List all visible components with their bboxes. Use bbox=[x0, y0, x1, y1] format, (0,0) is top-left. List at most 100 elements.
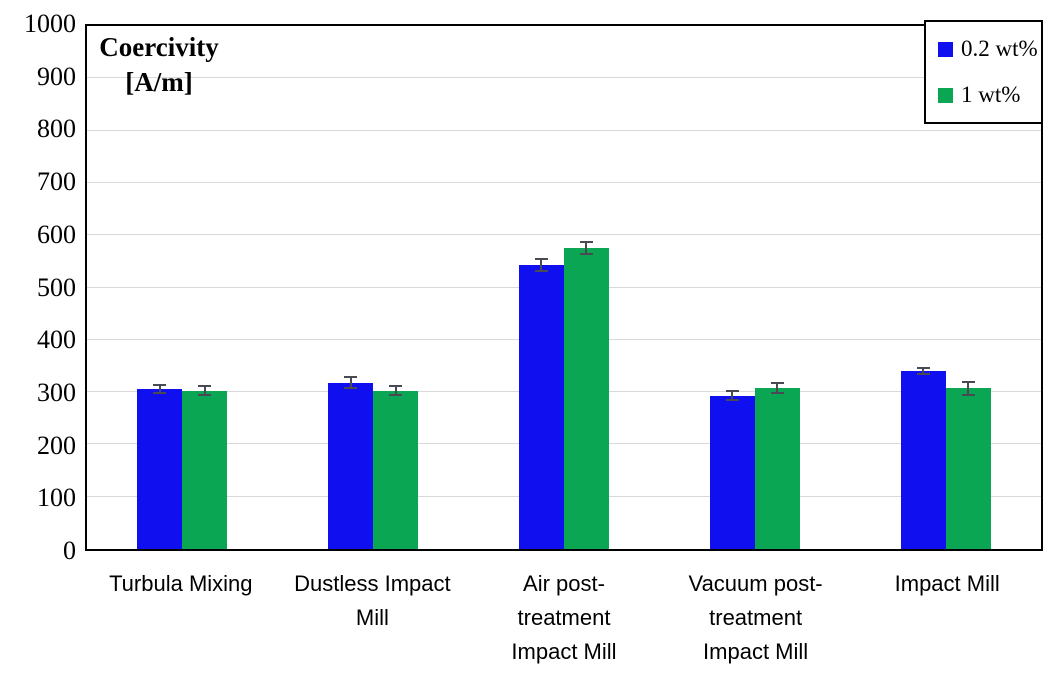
x-axis-label: Turbula Mixing bbox=[85, 567, 277, 601]
bar-0.2-wt bbox=[709, 395, 755, 549]
error-bar bbox=[540, 258, 543, 272]
bar-1-wt bbox=[945, 388, 991, 549]
y-axis-tick-label: 200 bbox=[37, 430, 76, 460]
error-bar-cap bbox=[198, 393, 212, 396]
bar-slot bbox=[709, 26, 755, 549]
bar-group bbox=[850, 26, 1041, 549]
x-axis-label-line: Mill bbox=[355, 605, 389, 630]
x-axis-label-line: Vacuum post- bbox=[688, 571, 823, 596]
y-axis-tick-label: 600 bbox=[37, 219, 76, 249]
y-axis-tick-label: 500 bbox=[37, 272, 76, 302]
x-axis-label-line: Air post- bbox=[523, 571, 605, 596]
x-axis-label-line: Dustless Impact bbox=[294, 571, 451, 596]
error-bar-cap bbox=[770, 382, 784, 385]
error-bar bbox=[922, 367, 925, 374]
error-bar-cap bbox=[770, 391, 784, 394]
bar-slot bbox=[137, 26, 183, 549]
gridline bbox=[87, 234, 1041, 236]
gridline bbox=[87, 129, 1041, 131]
x-axis-label-line: Impact Mill bbox=[894, 571, 1000, 596]
x-axis-label: Vacuum post-treatment Impact Mill bbox=[660, 567, 852, 669]
y-axis-tick-label: 0 bbox=[63, 536, 76, 565]
x-axis-label-line: Turbula Mixing bbox=[109, 571, 253, 596]
error-bar-cap bbox=[961, 393, 975, 396]
bar-0.2-wt bbox=[900, 370, 946, 549]
bar-group bbox=[469, 26, 660, 549]
bar-1-wt bbox=[182, 390, 228, 549]
bar-group bbox=[87, 26, 278, 549]
error-bar bbox=[349, 376, 352, 389]
error-bar-cap bbox=[916, 366, 930, 369]
bar-slot bbox=[563, 26, 609, 549]
error-bar-cap bbox=[579, 241, 593, 243]
x-axis-label: Impact Mill bbox=[851, 567, 1043, 601]
bar-slot bbox=[754, 26, 800, 549]
y-axis-tick-label: 100 bbox=[37, 483, 76, 513]
gridline bbox=[87, 181, 1041, 183]
bar-slot bbox=[182, 26, 228, 549]
error-bar-cap bbox=[916, 372, 930, 375]
bar-groups-container bbox=[87, 26, 1041, 549]
gridline bbox=[87, 77, 1041, 79]
legend-item-0.2wt: 0.2 wt% bbox=[938, 36, 1041, 62]
error-bar bbox=[203, 386, 206, 395]
error-bar-cap bbox=[344, 375, 358, 378]
bar-0.2-wt bbox=[137, 388, 183, 549]
x-axis-label: Dustless Impact Mill bbox=[277, 567, 469, 635]
error-bar bbox=[967, 382, 970, 395]
bar-1-wt bbox=[373, 390, 419, 549]
error-bar bbox=[731, 391, 734, 401]
bar-slot bbox=[328, 26, 374, 549]
bar-slot bbox=[945, 26, 991, 549]
y-axis-tick-label: 1000 bbox=[24, 9, 76, 38]
bar-group bbox=[278, 26, 469, 549]
error-bar-cap bbox=[579, 252, 593, 255]
bar-0.2-wt bbox=[328, 382, 374, 549]
error-bar-cap bbox=[725, 390, 739, 393]
y-axis-tick-label: 400 bbox=[37, 325, 76, 355]
bar-slot bbox=[900, 26, 946, 549]
error-bar-cap bbox=[389, 393, 403, 396]
bar-1-wt bbox=[563, 247, 609, 549]
legend: 0.2 wt% 1 wt% bbox=[924, 20, 1043, 124]
error-bar-cap bbox=[534, 257, 548, 260]
y-axis-tick-label: 800 bbox=[37, 114, 76, 144]
bar-slot bbox=[518, 26, 564, 549]
x-axis-label: Air post-treatment Impact Mill bbox=[468, 567, 660, 669]
bar-1-wt bbox=[754, 387, 800, 549]
error-bar bbox=[158, 384, 161, 394]
error-bar-cap bbox=[725, 399, 739, 402]
x-axis-label-line: treatment bbox=[517, 605, 611, 630]
chart-title-line-1: Coercivity bbox=[99, 32, 219, 62]
bar-group bbox=[659, 26, 850, 549]
x-axis-label-line: Impact Mill bbox=[511, 639, 617, 664]
error-bar-cap bbox=[961, 381, 975, 384]
legend-item-1wt: 1 wt% bbox=[938, 82, 1041, 108]
error-bar bbox=[394, 386, 397, 395]
y-axis: 0 100 200 300 400 500 600 700 800 900 1000 bbox=[0, 11, 76, 564]
error-bar-cap bbox=[534, 270, 548, 273]
plot-area bbox=[85, 24, 1043, 551]
error-bar-cap bbox=[198, 385, 212, 388]
y-axis-tick-label: 900 bbox=[37, 61, 76, 91]
error-bar bbox=[585, 242, 588, 254]
x-axis-label-line: treatment bbox=[709, 605, 803, 630]
y-axis-tick-label: 300 bbox=[37, 377, 76, 407]
bar-0.2-wt bbox=[518, 265, 564, 549]
error-bar-cap bbox=[153, 383, 167, 386]
x-axis-label-line: Impact Mill bbox=[703, 639, 809, 664]
error-bar-cap bbox=[344, 387, 358, 390]
error-bar-cap bbox=[389, 385, 403, 388]
legend-label-0.2wt: 0.2 wt% bbox=[961, 36, 1038, 61]
bar-slot bbox=[373, 26, 419, 549]
chart-title: Coercivity [A/m] bbox=[93, 30, 225, 100]
chart-title-line-2: [A/m] bbox=[125, 67, 193, 97]
x-axis-labels: Turbula Mixing Dustless Impact Mill Air pos… bbox=[85, 567, 1043, 677]
legend-swatch-1wt bbox=[938, 87, 953, 103]
legend-label-1wt: 1 wt% bbox=[961, 82, 1021, 107]
y-axis-tick-label: 700 bbox=[37, 167, 76, 197]
legend-swatch-0.2wt bbox=[938, 41, 953, 57]
error-bar-cap bbox=[153, 392, 167, 395]
error-bar bbox=[776, 383, 779, 393]
